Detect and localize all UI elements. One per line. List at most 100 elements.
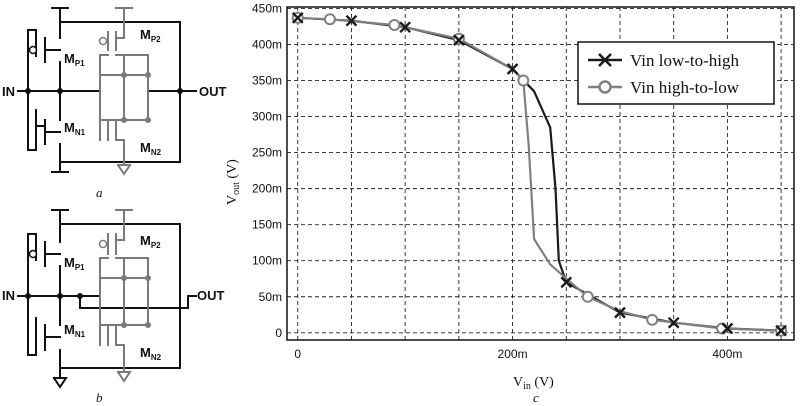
x-axis-title-main: V bbox=[513, 375, 523, 390]
mn1-label-main: M bbox=[64, 322, 75, 337]
gray-junction-dot bbox=[145, 72, 151, 78]
mp1-label: MP1 bbox=[64, 255, 85, 272]
legend-circle-marker bbox=[598, 80, 612, 94]
y-tick-label: 300m bbox=[252, 110, 282, 124]
gray-junction-dot bbox=[145, 322, 151, 328]
data-point-circle bbox=[646, 313, 659, 326]
data-point-x bbox=[614, 306, 626, 319]
mp1-label: MP1 bbox=[64, 51, 85, 68]
mn2-label-sub: N2 bbox=[151, 353, 162, 362]
gray-junction-dot bbox=[145, 117, 151, 123]
gray-junction-dot bbox=[121, 322, 127, 328]
pmos-bubble bbox=[28, 45, 38, 55]
pmos2-bubble bbox=[98, 36, 108, 46]
input-label: IN bbox=[2, 288, 15, 303]
caption-c: c bbox=[533, 390, 539, 405]
mp2-label-main: M bbox=[140, 27, 151, 42]
drain-junction-dot bbox=[57, 293, 63, 299]
mp1-label-main: M bbox=[64, 255, 75, 270]
y-axis-title-unit: (V) bbox=[225, 159, 240, 182]
y-tick-label: 450m bbox=[252, 1, 282, 15]
mp2-label-main: M bbox=[140, 233, 151, 248]
x-tick-label: 200m bbox=[498, 347, 528, 361]
y-axis-title-main: V bbox=[225, 195, 240, 205]
legend-x-marker bbox=[598, 53, 612, 67]
transfer-characteristic-chart: 0 50m 100m 150m 200m 250m 300m 350m 400m 450m 0 200… bbox=[225, 1, 795, 405]
data-point-x bbox=[775, 324, 787, 337]
x-tick-label: 400m bbox=[712, 347, 742, 361]
series-line-high-to-low bbox=[297, 16, 782, 332]
mp1-label-sub: P1 bbox=[75, 263, 85, 272]
y-axis-title-sub: out bbox=[231, 182, 242, 195]
mn1-label-sub: N1 bbox=[75, 330, 86, 339]
x-axis-title: Vin (V) bbox=[513, 375, 554, 392]
mp1-label-sub: P1 bbox=[75, 59, 85, 68]
gray-junction-dot bbox=[145, 275, 151, 281]
mp2-label-sub: P2 bbox=[151, 35, 161, 44]
caption-b: b bbox=[96, 390, 103, 405]
circuit-b-gray-wiring bbox=[99, 209, 149, 383]
circuit-a-gray-wiring bbox=[99, 7, 149, 176]
x-tick-label: 0 bbox=[294, 347, 301, 361]
data-point-x bbox=[506, 63, 519, 75]
tick-labels: 0 50m 100m 150m 200m 250m 300m 350m 400m 450m 0 200… bbox=[252, 1, 742, 361]
mn1-label: MN1 bbox=[64, 322, 86, 339]
data-point-x bbox=[560, 276, 573, 289]
mp1-label-main: M bbox=[64, 51, 75, 66]
data-point-circle bbox=[517, 74, 530, 87]
y-tick-label: 350m bbox=[252, 74, 282, 88]
gray-junction-dot bbox=[121, 72, 127, 78]
x-axis-title-sub: in bbox=[523, 381, 531, 392]
data-point-circle bbox=[323, 13, 336, 26]
output-label: OUT bbox=[199, 84, 227, 99]
legend-box bbox=[577, 41, 775, 105]
y-tick-label: 50m bbox=[259, 290, 282, 304]
data-point-x bbox=[399, 21, 412, 34]
mp2-label-sub: P2 bbox=[151, 241, 161, 250]
y-tick-label: 200m bbox=[252, 182, 282, 196]
output-label: OUT bbox=[197, 288, 225, 303]
y-axis-title: Vout (V) bbox=[225, 159, 242, 205]
mn1-label-sub: N1 bbox=[75, 128, 86, 137]
gray-junction-dot bbox=[121, 275, 127, 281]
y-tick-label: 250m bbox=[252, 146, 282, 160]
mn2-label-main: M bbox=[140, 140, 151, 155]
mn1-label-main: M bbox=[64, 120, 75, 135]
input-junction-dot bbox=[25, 293, 31, 299]
mp2-label: MP2 bbox=[140, 27, 161, 44]
circuit-b-black-wiring bbox=[17, 209, 197, 389]
input-label: IN bbox=[2, 84, 15, 99]
y-tick-label: 150m bbox=[252, 218, 282, 232]
series-lines bbox=[297, 16, 782, 332]
data-point-x bbox=[453, 34, 465, 47]
circuit-a: IN OUT MP1 MN1 MP2 MN2 a bbox=[2, 7, 227, 200]
data-point-circle bbox=[388, 19, 401, 32]
mn2-label: MN2 bbox=[140, 345, 162, 362]
mn2-label-sub: N2 bbox=[151, 148, 162, 157]
circuit-b: IN OUT MP1 MN1 MP2 MN2 b bbox=[2, 209, 225, 405]
data-point-x bbox=[291, 11, 304, 24]
x-axis-title-unit: (V) bbox=[531, 375, 554, 390]
mn2-label-main: M bbox=[140, 345, 151, 360]
mp2-label: MP2 bbox=[140, 233, 161, 250]
legend-label-low-to-high: Vin low-to-high bbox=[630, 51, 739, 70]
legend-label-high-to-low: Vin high-to-low bbox=[630, 78, 740, 97]
output-junction-dot bbox=[177, 88, 183, 94]
drain-junction-dot bbox=[77, 293, 83, 299]
data-point-x bbox=[345, 14, 358, 27]
drain-junction-dot bbox=[57, 88, 63, 94]
legend: Vin low-to-high Vin high-to-low bbox=[577, 41, 775, 105]
mn1-label: MN1 bbox=[64, 120, 86, 137]
gray-junction-dot bbox=[121, 117, 127, 123]
pmos2-bubble bbox=[98, 239, 108, 249]
data-point-x bbox=[721, 322, 734, 335]
pmos-bubble bbox=[28, 249, 38, 259]
y-tick-label: 100m bbox=[252, 254, 282, 268]
mn2-label: MN2 bbox=[140, 140, 162, 157]
data-point-x bbox=[667, 316, 680, 329]
y-tick-label: 0 bbox=[275, 326, 282, 340]
y-tick-label: 400m bbox=[252, 37, 282, 51]
input-junction-dot bbox=[25, 88, 31, 94]
